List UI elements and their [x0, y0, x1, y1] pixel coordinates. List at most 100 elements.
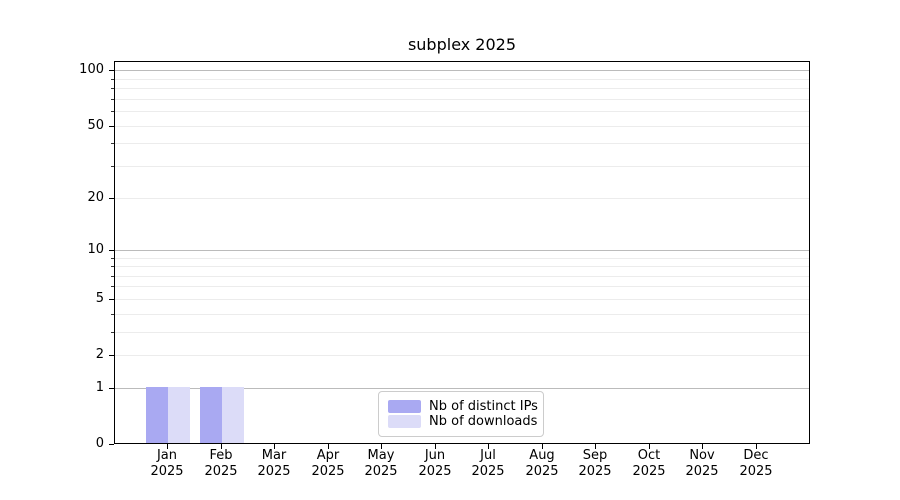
x-tick-label-jun: Jun 2025 — [403, 448, 467, 480]
y-tick-mark — [109, 250, 114, 251]
x-tick-label-jan: Jan 2025 — [135, 448, 199, 480]
x-tick-month: Dec — [743, 448, 769, 463]
y-tick-mark — [109, 299, 114, 300]
y-tick-label: 5 — [95, 291, 104, 306]
x-tick-year: 2025 — [257, 464, 291, 479]
x-tick-label-apr: Apr 2025 — [296, 448, 360, 480]
x-tick-month: Apr — [316, 448, 340, 463]
x-tick-year: 2025 — [471, 464, 505, 479]
x-tick-month: Jan — [156, 448, 178, 463]
x-tick-label-may: May 2025 — [349, 448, 413, 480]
x-tick-year: 2025 — [150, 464, 184, 479]
y-minor-tick-mark — [111, 286, 114, 287]
y-gridline-minor — [115, 313, 809, 315]
x-tick-mark — [595, 444, 596, 449]
x-tick-mark — [328, 444, 329, 449]
y-gridline-minor — [115, 88, 809, 90]
y-gridline-minor — [115, 275, 809, 277]
x-tick-mark — [381, 444, 382, 449]
y-gridline-minor — [115, 286, 809, 288]
x-tick-year: 2025 — [204, 464, 238, 479]
legend-swatch-downloads-icon — [388, 415, 421, 428]
y-gridline-major — [115, 249, 809, 251]
x-tick-mark — [649, 444, 650, 449]
y-gridline-minor — [115, 298, 809, 300]
y-gridline-major — [115, 70, 809, 72]
x-tick-mark — [542, 444, 543, 449]
y-tick-mark — [109, 355, 114, 356]
legend: Nb of distinct IPs Nb of downloads — [378, 391, 544, 437]
y-minor-tick-mark — [111, 314, 114, 315]
x-tick-year: 2025 — [685, 464, 719, 479]
bar-nb-of-downloads-jan — [168, 387, 190, 443]
x-tick-year: 2025 — [578, 464, 612, 479]
y-gridline-minor — [115, 331, 809, 333]
bar-nb-of-downloads-feb — [222, 387, 244, 443]
x-tick-year: 2025 — [525, 464, 559, 479]
y-minor-tick-mark — [111, 99, 114, 100]
y-minor-tick-mark — [111, 88, 114, 89]
x-tick-month: May — [367, 448, 395, 463]
x-tick-year: 2025 — [739, 464, 773, 479]
x-tick-label-oct: Oct 2025 — [617, 448, 681, 480]
y-gridline-minor — [115, 125, 809, 127]
legend-label: Nb of downloads — [429, 414, 538, 429]
legend-item-distinct-ips: Nb of distinct IPs — [388, 399, 538, 414]
x-tick-year: 2025 — [632, 464, 666, 479]
y-tick-mark — [109, 444, 114, 445]
y-tick-mark — [109, 198, 114, 199]
y-tick-label: 0 — [95, 436, 104, 451]
y-tick-label: 20 — [87, 190, 104, 205]
x-tick-mark — [702, 444, 703, 449]
x-tick-year: 2025 — [364, 464, 398, 479]
y-gridline-minor — [115, 78, 809, 80]
y-gridline-minor — [115, 266, 809, 268]
plot-area — [114, 61, 810, 444]
x-tick-month: Sep — [582, 448, 608, 463]
y-minor-tick-mark — [111, 258, 114, 259]
y-gridline-minor — [115, 166, 809, 168]
y-gridline-minor — [115, 355, 809, 357]
legend-label: Nb of distinct IPs — [429, 399, 538, 414]
y-tick-mark — [109, 70, 114, 71]
y-tick-label: 50 — [87, 118, 104, 133]
x-tick-month: Jul — [480, 448, 496, 463]
y-gridline-minor — [115, 197, 809, 199]
x-tick-month: Feb — [209, 448, 233, 463]
y-gridline-major — [115, 387, 809, 389]
x-tick-mark — [167, 444, 168, 449]
x-tick-label-aug: Aug 2025 — [510, 448, 574, 480]
x-tick-mark — [435, 444, 436, 449]
y-minor-tick-mark — [111, 143, 114, 144]
x-tick-label-dec: Dec 2025 — [724, 448, 788, 480]
y-minor-tick-mark — [111, 266, 114, 267]
x-tick-mark — [488, 444, 489, 449]
y-tick-label: 100 — [79, 62, 104, 77]
x-tick-year: 2025 — [418, 464, 452, 479]
x-tick-month: Jun — [424, 448, 446, 463]
bar-nb-of-distinct-ips-feb — [200, 387, 222, 443]
y-gridline-minor — [115, 111, 809, 113]
y-gridline-minor — [115, 143, 809, 145]
y-tick-mark — [109, 388, 114, 389]
legend-item-downloads: Nb of downloads — [388, 414, 538, 429]
legend-swatch-distinct-ips-icon — [388, 400, 421, 413]
x-tick-label-mar: Mar 2025 — [242, 448, 306, 480]
y-gridline-minor — [115, 257, 809, 259]
y-tick-mark — [109, 126, 114, 127]
x-tick-label-sep: Sep 2025 — [563, 448, 627, 480]
y-minor-tick-mark — [111, 276, 114, 277]
y-minor-tick-mark — [111, 79, 114, 80]
y-gridline-minor — [115, 98, 809, 100]
x-tick-label-nov: Nov 2025 — [670, 448, 734, 480]
y-minor-tick-mark — [111, 111, 114, 112]
x-tick-month: Aug — [529, 448, 555, 463]
x-tick-mark — [274, 444, 275, 449]
x-tick-month: Nov — [689, 448, 715, 463]
y-tick-label: 2 — [95, 347, 104, 362]
y-tick-label: 1 — [95, 380, 104, 395]
y-minor-tick-mark — [111, 332, 114, 333]
x-tick-label-jul: Jul 2025 — [456, 448, 520, 480]
x-tick-mark — [221, 444, 222, 449]
